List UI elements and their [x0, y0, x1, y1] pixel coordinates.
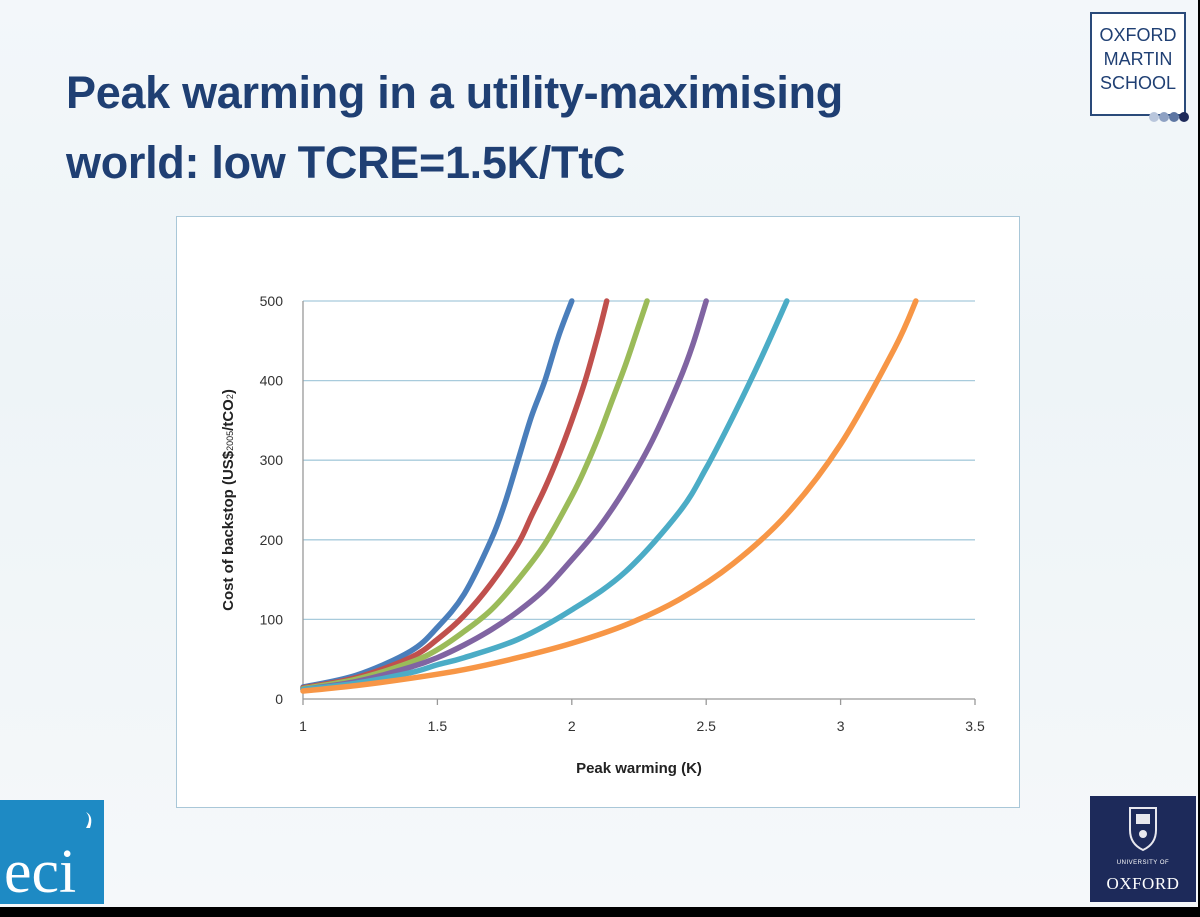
- y-tick-label-300: 300: [260, 452, 284, 468]
- oms-logo-line-1: OXFORD: [1099, 25, 1177, 45]
- y-tick-label-0: 0: [275, 691, 283, 707]
- slide-title: Peak warming in a utility-maximising wor…: [66, 58, 1046, 198]
- series-line-6: [300, 298, 919, 694]
- series-line-5: [300, 298, 790, 693]
- oms-logo-line-2: MARTIN: [1103, 49, 1173, 69]
- series-line-2: [300, 298, 610, 691]
- x-tick-label-2: 2: [568, 718, 576, 734]
- line-chart: 0 100 200 300 400 500 1 1.5 2 2.5 3 3.5 Peak warming…: [220, 293, 985, 777]
- x-tick-label-1: 1: [299, 718, 307, 734]
- oxford-logo-line-2: OXFORD: [1106, 874, 1180, 893]
- eci-logo: eci: [0, 800, 104, 904]
- y-axis-label: Cost of backstop (US$2005/tCO2): [220, 389, 237, 611]
- university-of-oxford-logo: UNIVERSITY OF OXFORD: [1090, 796, 1196, 902]
- x-tick-label-3.5: 3.5: [965, 718, 985, 734]
- y-tick-label-200: 200: [260, 532, 284, 548]
- y-tick-label-400: 400: [260, 373, 284, 389]
- x-tick-label-2.5: 2.5: [696, 718, 716, 734]
- eci-logo-text: eci: [4, 838, 76, 904]
- series-line-1: [300, 298, 575, 690]
- oms-logo-line-3: SCHOOL: [1099, 73, 1177, 93]
- series-line-3: [300, 298, 650, 692]
- oxford-crest-icon: [1129, 807, 1157, 852]
- x-tick-label-3: 3: [837, 718, 845, 734]
- slide-title-line-1: Peak warming in a utility-maximising: [66, 67, 843, 118]
- series-line-4: [300, 298, 709, 693]
- oms-logo-dots-icon: [1149, 112, 1189, 122]
- y-tick-label-100: 100: [260, 611, 284, 627]
- chart-panel: 0 100 200 300 400 500 1 1.5 2 2.5 3 3.5 Peak warming…: [176, 216, 1020, 808]
- eci-flame-icon: [86, 812, 92, 828]
- x-tick-label-1.5: 1.5: [428, 718, 448, 734]
- x-axis-label: Peak warming (K): [576, 760, 702, 777]
- oxford-martin-school-logo: OXFORD MARTIN SCHOOL: [1090, 12, 1186, 116]
- y-tick-label-500: 500: [260, 293, 284, 309]
- slide-title-line-2: world: low TCRE=1.5K/TtC: [66, 137, 626, 188]
- oxford-logo-line-1: UNIVERSITY OF: [1116, 860, 1170, 866]
